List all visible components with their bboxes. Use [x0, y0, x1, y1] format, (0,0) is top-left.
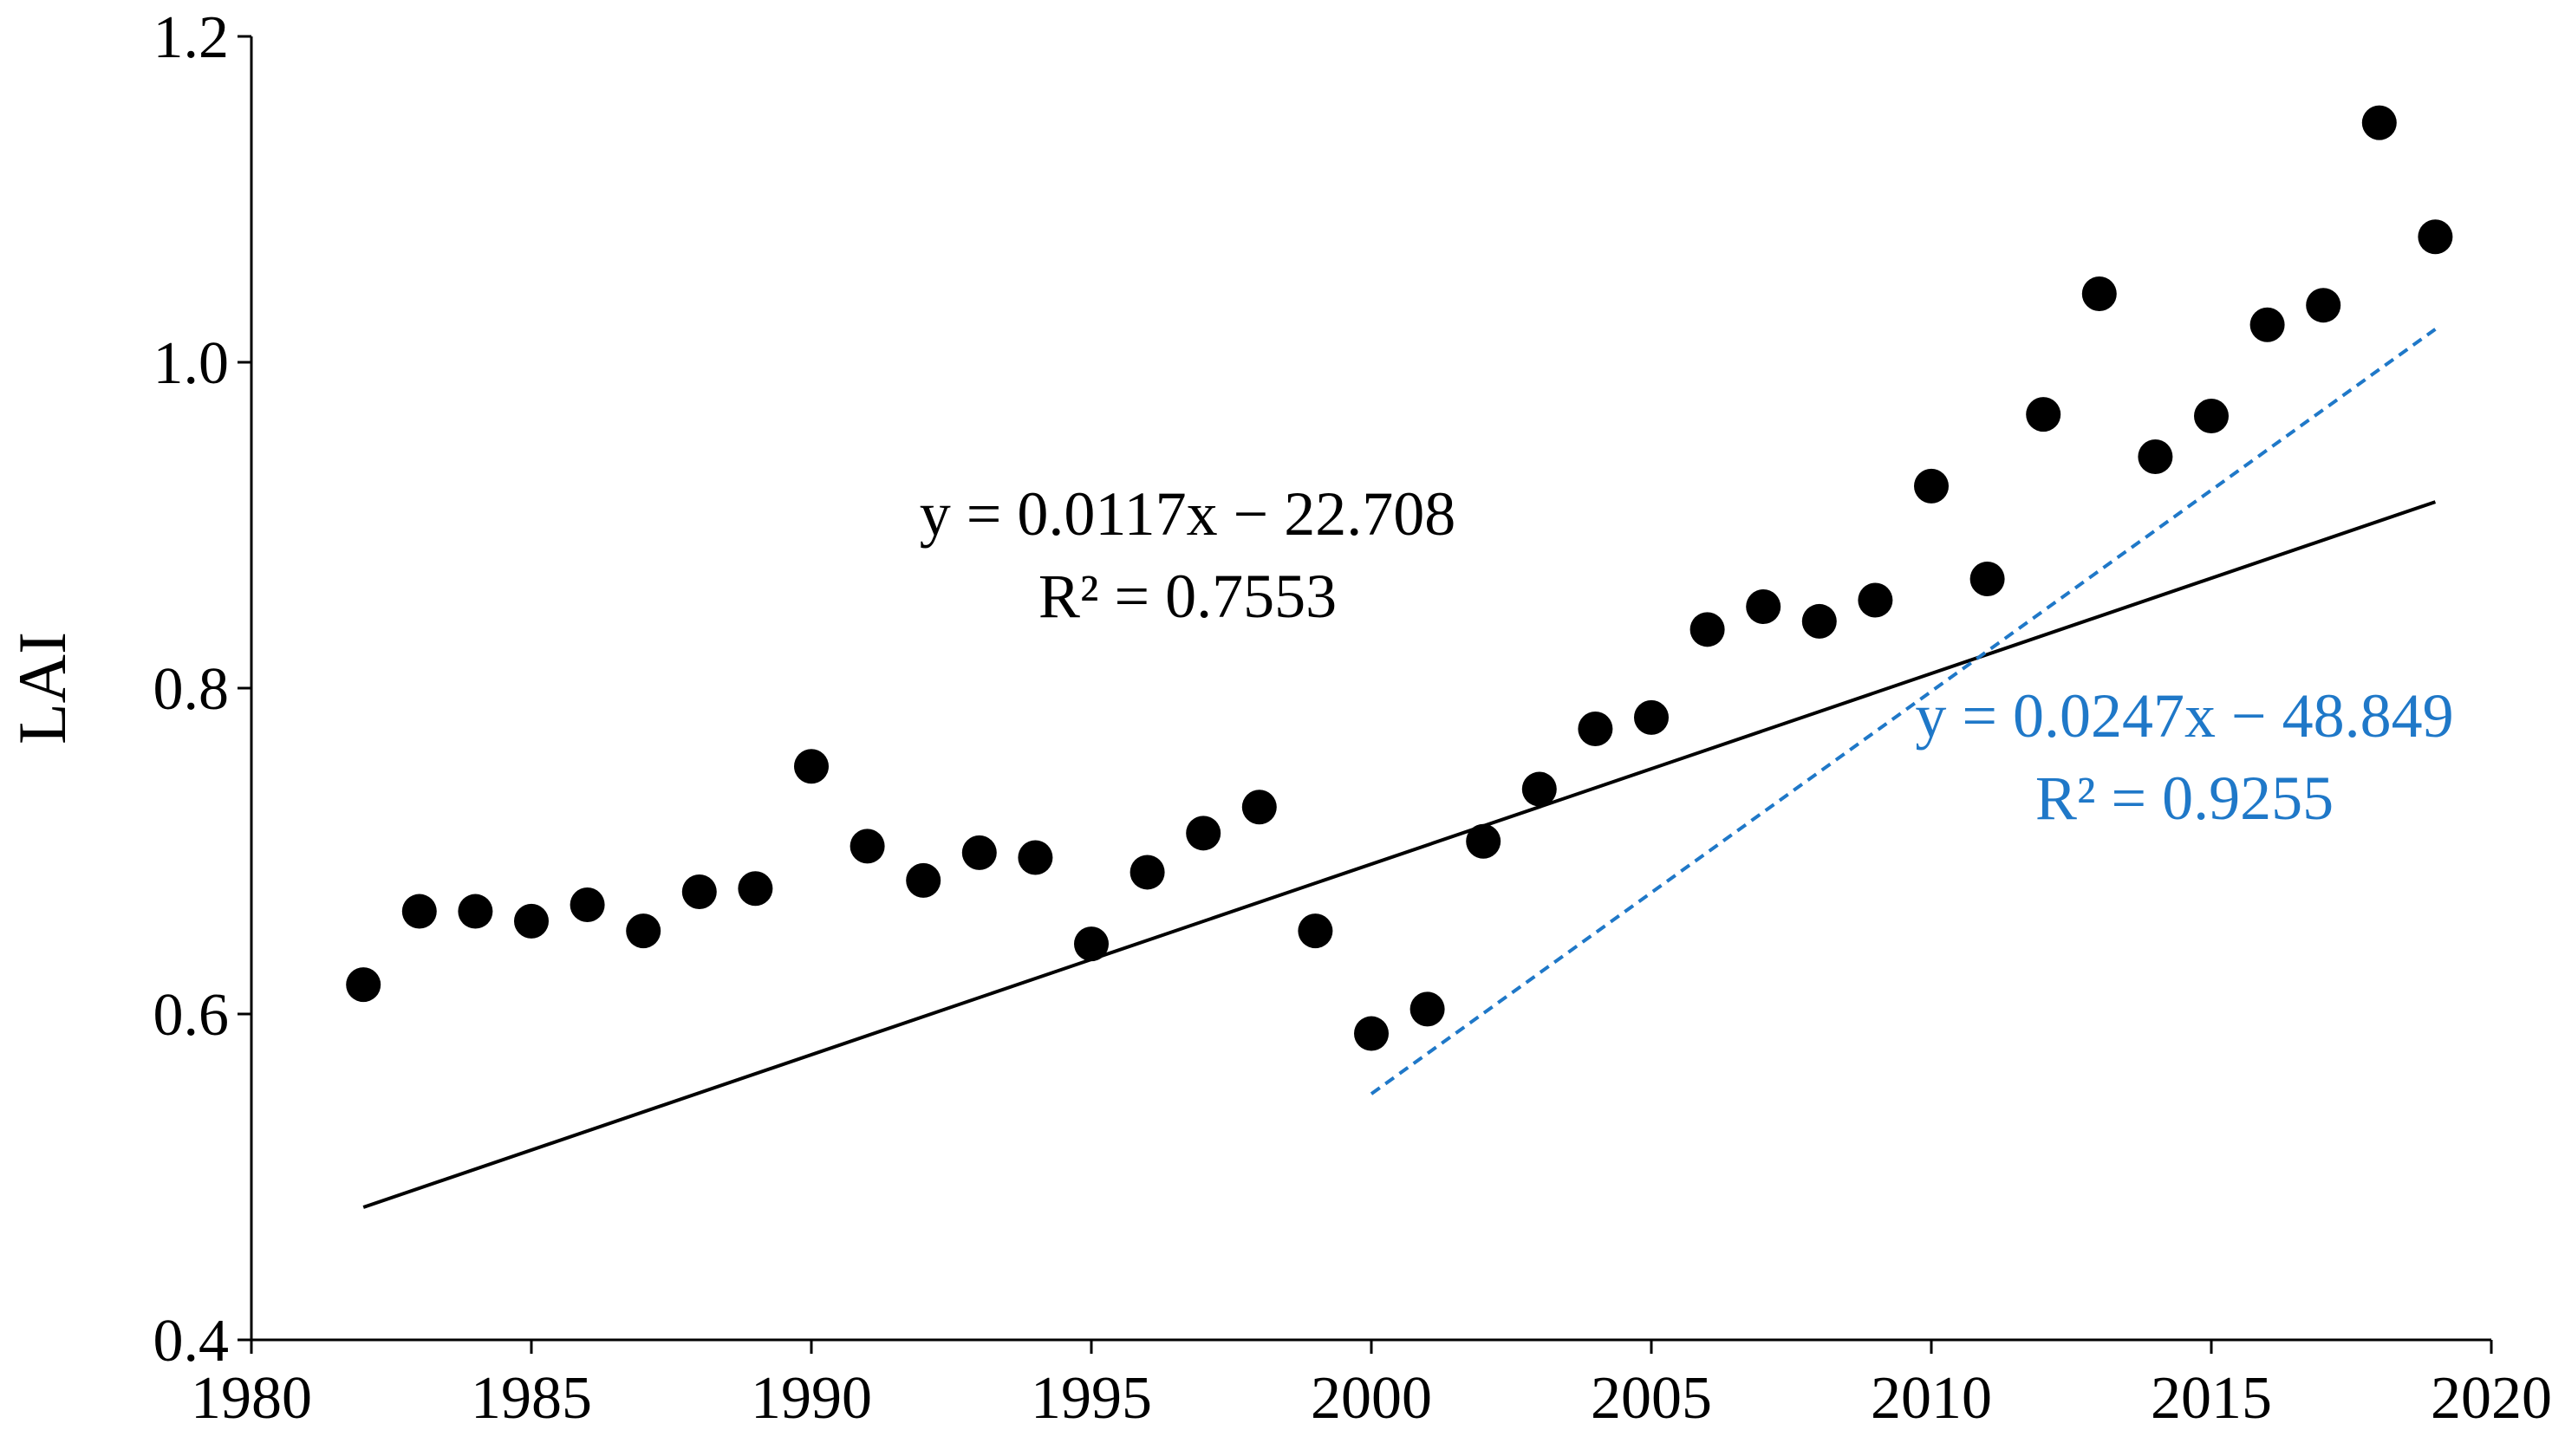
x-tick-label: 2015 — [2151, 1365, 2272, 1432]
data-point — [2026, 397, 2061, 432]
trendline-1-equation: y = 0.0117x − 22.708 — [920, 479, 1456, 549]
data-points — [346, 105, 2453, 1051]
x-tick-label: 2010 — [1871, 1365, 1992, 1432]
data-point — [1298, 913, 1333, 949]
data-point — [2249, 307, 2285, 342]
trendline-1-r2: R² = 0.7553 — [1038, 562, 1337, 631]
trendlines — [362, 328, 2437, 1209]
data-point — [681, 874, 717, 909]
data-point — [1466, 823, 1501, 859]
data-point — [1801, 603, 1837, 639]
data-point — [1241, 790, 1277, 825]
y-tick-label: 0.4 — [153, 1308, 230, 1375]
y-axis-ticks: 0.4 0.6 0.8 1.0 1.2 — [153, 4, 251, 1375]
data-point — [570, 887, 605, 923]
data-point — [1018, 840, 1053, 875]
data-point — [2361, 105, 2397, 140]
data-point — [1746, 589, 1781, 624]
data-point — [1130, 855, 1165, 890]
data-point — [2081, 276, 2117, 312]
data-point — [2418, 219, 2453, 255]
data-point — [2306, 288, 2341, 323]
data-point — [401, 894, 437, 929]
data-point — [738, 871, 773, 907]
x-tick-label: 1985 — [471, 1365, 592, 1432]
data-point — [794, 749, 829, 784]
data-point — [1074, 926, 1109, 962]
x-axis-ticks: 1980 1985 1990 1995 2000 2005 2010 2015 2020 — [191, 1340, 2552, 1432]
data-point — [906, 862, 941, 898]
data-point — [1634, 699, 1669, 735]
data-point — [1409, 991, 1445, 1027]
data-point — [1969, 562, 2005, 597]
trendline-1 — [362, 500, 2437, 1209]
data-point — [1914, 468, 1949, 504]
data-point — [1858, 582, 1893, 618]
x-tick-label: 1995 — [1031, 1365, 1152, 1432]
y-tick-label: 0.8 — [153, 656, 230, 723]
plot-area: 0.4 0.6 0.8 1.0 1.2 1980 1985 1990 1995 2000 2005… — [153, 4, 2553, 1432]
data-point — [2194, 399, 2229, 434]
data-point — [458, 894, 493, 929]
y-tick-label: 1.0 — [153, 330, 230, 397]
data-point — [2138, 439, 2173, 475]
x-tick-label: 1990 — [751, 1365, 872, 1432]
x-tick-label: 2005 — [1591, 1365, 1712, 1432]
data-point — [1186, 816, 1221, 851]
data-point — [1689, 612, 1725, 647]
data-point — [626, 913, 661, 949]
data-point — [1354, 1016, 1389, 1051]
trendline-2 — [1370, 328, 2437, 1095]
data-point — [961, 835, 997, 870]
data-point — [1578, 712, 1613, 746]
data-point — [346, 967, 381, 1003]
trendline-2-equation: y = 0.0247x − 48.849 — [1915, 681, 2453, 751]
x-tick-label: 1980 — [191, 1365, 312, 1432]
data-point — [850, 829, 885, 864]
x-tick-label: 2020 — [2431, 1365, 2552, 1432]
trendline-2-r2: R² = 0.9255 — [2035, 764, 2334, 833]
y-tick-label: 1.2 — [153, 4, 230, 71]
data-point — [514, 903, 549, 939]
x-tick-label: 2000 — [1311, 1365, 1432, 1432]
data-point — [1521, 771, 1557, 807]
y-tick-label: 0.6 — [153, 982, 230, 1049]
y-axis-title: LAI — [4, 632, 80, 744]
